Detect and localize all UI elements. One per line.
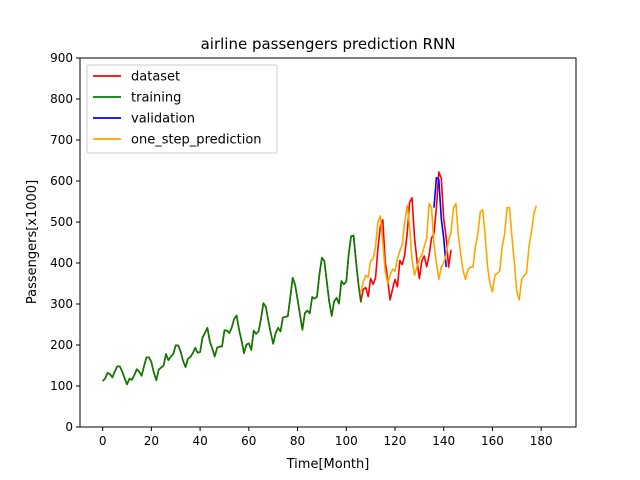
y-tick-label: 100	[50, 379, 73, 393]
y-tick-label: 900	[50, 51, 73, 65]
x-tick-label: 160	[481, 434, 504, 448]
y-tick-label: 700	[50, 133, 73, 147]
series-line-one_step_prediction	[360, 202, 538, 301]
plot-frame	[79, 57, 577, 428]
x-tick-label: 0	[99, 434, 107, 448]
x-tick-label: 100	[335, 434, 358, 448]
y-tick-label: 400	[50, 256, 73, 270]
legend-label: dataset	[131, 70, 180, 85]
x-tick-label: 180	[530, 434, 553, 448]
x-tick-label: 120	[384, 434, 407, 448]
y-tick-label: 800	[50, 92, 73, 106]
series-line-dataset	[102, 171, 452, 386]
legend-box	[86, 64, 278, 154]
x-axis-label: Time[Month]	[286, 457, 370, 472]
x-axis: 0 20 40 60 80 100 120 140 160 180	[99, 427, 553, 448]
legend-label: training	[131, 91, 181, 106]
plot-series-group	[102, 171, 538, 386]
legend-label: validation	[131, 112, 195, 127]
y-tick-label: 600	[50, 174, 73, 188]
chart-title: airline passengers prediction RNN	[201, 35, 456, 53]
y-axis: 0 100 200 300 400 500 600 700 800 900	[50, 51, 80, 434]
legend-label: one_step_prediction	[131, 133, 262, 148]
x-tick-label: 140	[432, 434, 455, 448]
series-line-training	[102, 234, 362, 386]
y-tick-label: 300	[50, 297, 73, 311]
y-axis-label: Passengers[x1000]	[25, 180, 40, 304]
series-line-validation	[433, 176, 447, 268]
legend: dataset training validation one_step_predic…	[86, 64, 278, 154]
y-tick-label: 500	[50, 215, 73, 229]
x-tick-label: 40	[192, 434, 207, 448]
x-tick-label: 60	[241, 434, 256, 448]
x-tick-label: 20	[144, 434, 159, 448]
x-tick-label: 80	[290, 434, 305, 448]
y-tick-label: 200	[50, 338, 73, 352]
y-tick-label: 0	[65, 420, 73, 434]
